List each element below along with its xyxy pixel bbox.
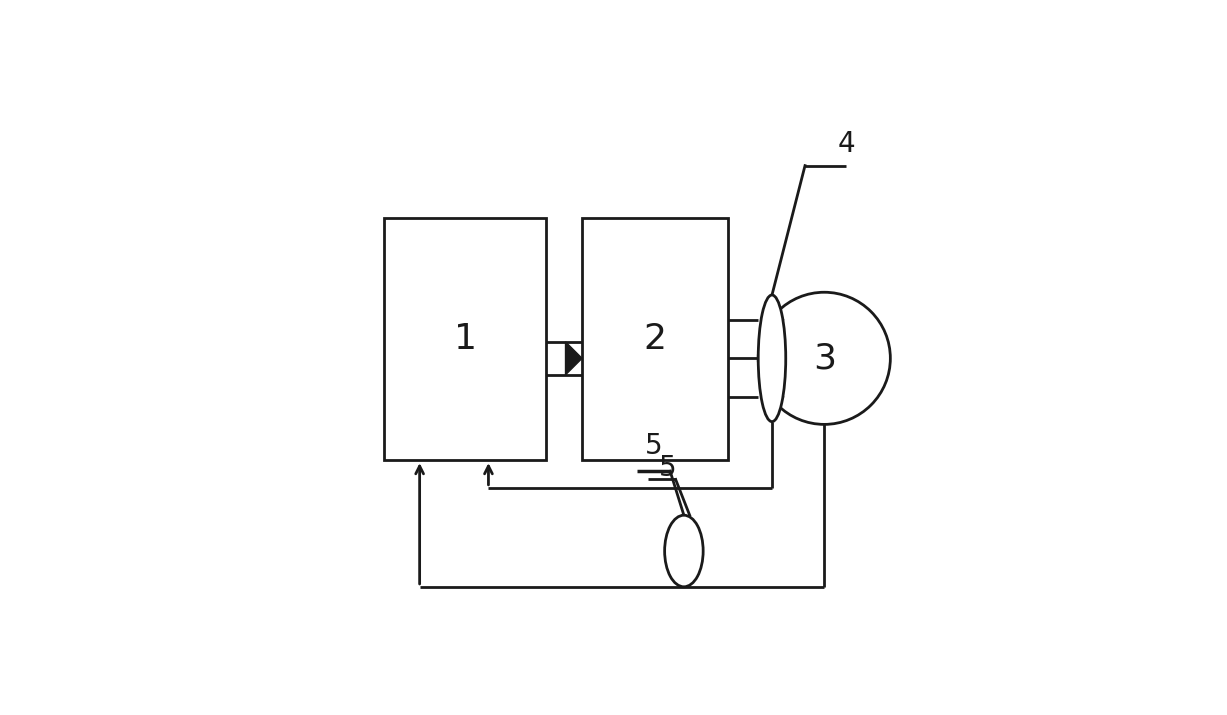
Bar [384,218,546,460]
Bar [582,218,728,460]
Polygon shape [566,342,582,375]
Ellipse shape [665,516,703,587]
Text: 4: 4 [838,129,855,157]
Text: 5: 5 [645,433,663,460]
Text: 2: 2 [643,322,666,356]
Ellipse shape [758,295,785,422]
Circle shape [758,292,891,425]
Text: 1: 1 [454,322,476,356]
Text: 3: 3 [812,341,836,375]
Text: 5: 5 [659,455,676,483]
